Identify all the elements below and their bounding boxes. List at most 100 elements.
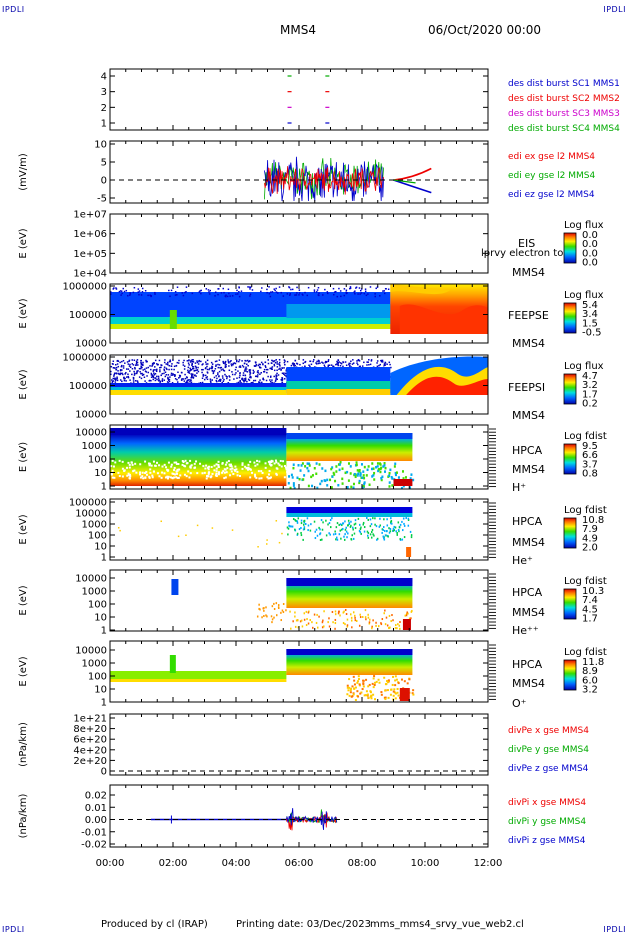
- hpca-h-gap: [217, 473, 220, 476]
- hpca-h-gap: [123, 469, 126, 472]
- feepsi-speckle: [218, 364, 221, 366]
- feepse-speckle: [270, 291, 272, 293]
- feepsi-speckle: [302, 362, 305, 365]
- feepsi-speckle: [236, 360, 238, 363]
- hpca-hepp-speckle: [368, 621, 371, 624]
- feepsi-speckle: [157, 379, 160, 381]
- hpca-he-speckle: [329, 519, 332, 522]
- hpca-hepp-dot: [273, 608, 276, 611]
- feepsi-speckle: [257, 374, 259, 376]
- feepsi-speckle: [140, 361, 142, 364]
- hpca-h-gap: [275, 467, 278, 470]
- feepsi-speckle: [121, 364, 123, 367]
- hpca-h-gap: [121, 467, 124, 470]
- time-tick-label: 04:00: [222, 858, 251, 869]
- hpca-he-speckle: [370, 536, 373, 539]
- feepse-speckle: [269, 295, 272, 298]
- panel-frame-eis: [109, 213, 489, 274]
- hpca-he-speckle: [370, 523, 373, 526]
- feepsi-speckle: [310, 363, 313, 366]
- hpca-h-late-speckle: [352, 482, 355, 486]
- feepsi-speckle: [332, 365, 334, 368]
- colorbar-tick-label-hpca_he: 7.9: [582, 524, 598, 535]
- feepsi-speckle: [161, 380, 164, 383]
- hpca-h-gap: [148, 475, 151, 478]
- feepsi-speckle: [173, 368, 175, 371]
- hpca-h-gap: [286, 471, 289, 474]
- feepsi-speckle: [248, 379, 251, 382]
- feepsi-speckle: [186, 360, 189, 362]
- feepsi-speckle: [154, 379, 157, 382]
- colorbar-title-hpca_h: Log fdist: [564, 431, 607, 442]
- feepsi-speckle: [361, 365, 364, 367]
- feepsi-speckle: [203, 378, 206, 381]
- corner-label-bottom-left: IPDLI: [2, 925, 25, 934]
- hpca-o-speckle: [386, 689, 389, 692]
- feepsi-speckle: [208, 368, 210, 371]
- feepsi-speckle: [132, 381, 135, 383]
- feepsi-speckle: [163, 366, 166, 368]
- feepse-speckle: [307, 286, 310, 289]
- colorbar-tick-label-eis: 0.0: [582, 258, 598, 269]
- feepsi-speckle: [264, 361, 267, 364]
- edi-ex-tail: [393, 167, 432, 181]
- feepsi-speckle: [241, 364, 244, 367]
- feepsi-speckle: [357, 359, 360, 361]
- hpca-h-late-top: [286, 433, 413, 439]
- hpca-he-speckle: [342, 522, 344, 525]
- hpca-he-speckle: [320, 519, 323, 522]
- hpca-h-late-speckle: [346, 470, 349, 474]
- feepsi-speckle: [200, 360, 202, 363]
- hpca-h-late-speckle: [316, 486, 319, 490]
- hpca-o-speckle: [354, 686, 357, 689]
- feepsi-speckle: [113, 367, 115, 369]
- hpca-he-speckle: [334, 532, 337, 535]
- feepsi-speckle: [308, 364, 310, 367]
- hpca-h-gap: [223, 477, 226, 480]
- feepsi-speckle: [206, 376, 208, 378]
- feepse-speckle: [260, 290, 262, 293]
- hpca-hepp-dot: [282, 603, 285, 606]
- hpca-he-speckle: [344, 533, 346, 536]
- feepsi-speckle: [201, 368, 203, 371]
- hpca-h-gap: [229, 468, 232, 471]
- feepsi-speckle: [259, 379, 261, 381]
- feepsi-speckle: [111, 382, 114, 384]
- hpca-h-late-speckle: [402, 484, 405, 488]
- hpca-he-speckle: [378, 525, 381, 528]
- feepsi-speckle: [224, 365, 227, 367]
- feepsi-speckle: [164, 371, 167, 373]
- feepsi-speckle: [242, 379, 245, 382]
- hpca-he-speckle: [401, 538, 404, 541]
- hpca-hepp-speckle: [410, 617, 412, 620]
- hpca-he-speckle: [294, 528, 296, 531]
- feepse-speckle: [333, 293, 335, 296]
- hpca-o-speckle: [357, 675, 360, 678]
- feepsi-speckle: [202, 375, 204, 377]
- feepsi-speckle: [133, 374, 136, 376]
- hpca-he-speckle: [362, 521, 365, 524]
- feepsi-speckle: [122, 367, 125, 369]
- feepsi-speckle: [356, 360, 358, 362]
- feepsi-speckle: [238, 366, 241, 368]
- hpca-o-speckle: [387, 679, 390, 682]
- feepse-speckle: [223, 291, 225, 294]
- hpca-o-speckle: [372, 693, 375, 696]
- hpca-h-late-speckle: [300, 464, 303, 467]
- feepsi-speckle: [189, 369, 192, 371]
- feepse-speckle: [207, 289, 210, 291]
- feepse-speckle: [220, 292, 223, 294]
- panel-frame-divpe: [109, 713, 489, 776]
- hpca-h-gap: [111, 469, 114, 472]
- feepse-speckle: [298, 289, 301, 291]
- hpca-h-late-speckle: [400, 486, 403, 490]
- hpca-hepp-speckle: [307, 611, 310, 614]
- feepsi-speckle: [221, 382, 223, 384]
- hpca-he-speckle: [345, 530, 348, 533]
- hpca-h-gap: [227, 460, 230, 463]
- feepsi-speckle: [168, 368, 170, 371]
- hpca-hepp-speckle: [367, 613, 369, 616]
- hpca-h-late-speckle: [378, 468, 381, 471]
- hpca-o-speckle: [370, 694, 373, 697]
- feepsi-speckle: [163, 369, 166, 372]
